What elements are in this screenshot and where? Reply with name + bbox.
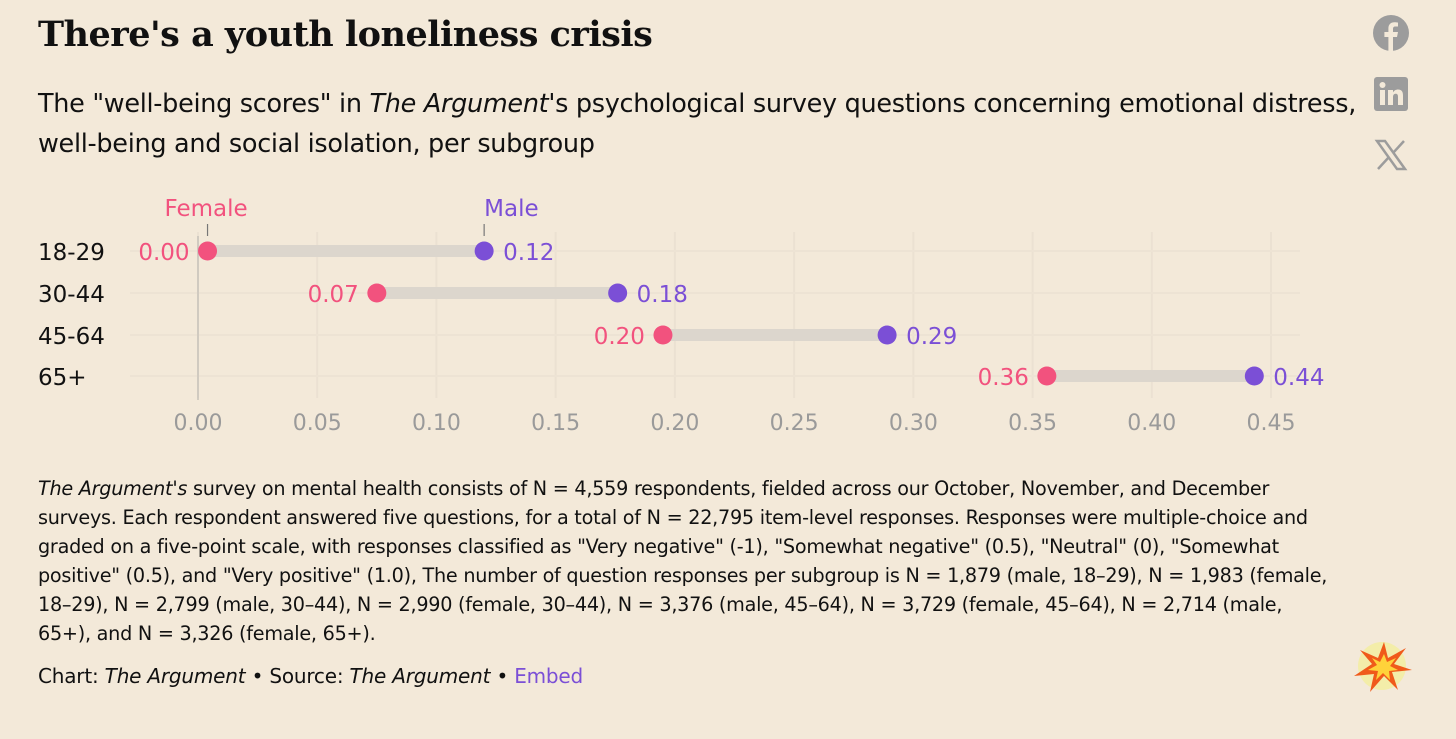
male-value-label: 0.44 (1273, 365, 1324, 391)
x-tick-label: 0.45 (1247, 411, 1296, 436)
credit-chart-source: The Argument (104, 664, 246, 688)
x-icon[interactable] (1372, 136, 1410, 174)
x-tick-label: 0.25 (770, 411, 819, 436)
y-category-label: 18-29 (38, 240, 105, 266)
credit-source: The Argument (349, 664, 491, 688)
female-point (1037, 366, 1057, 386)
legend-female: Female (165, 196, 248, 222)
female-point (653, 325, 673, 345)
embed-link[interactable]: Embed (514, 664, 584, 688)
notes-text: survey on mental health consists of N = … (38, 477, 1328, 645)
chart-title: There's a youth loneliness crisis (38, 14, 653, 55)
female-value-label: 0.00 (138, 240, 189, 266)
male-point (877, 325, 897, 345)
x-tick-label: 0.00 (174, 411, 223, 436)
credit-separator: • (490, 664, 515, 688)
chart-notes: The Argument's survey on mental health c… (38, 474, 1328, 648)
chart-credit: Chart: The Argument • Source: The Argume… (38, 664, 583, 688)
female-point (198, 241, 218, 261)
female-value-label: 0.20 (594, 324, 645, 350)
female-point (367, 283, 387, 303)
male-value-label: 0.29 (906, 324, 957, 350)
y-category-label: 45-64 (38, 324, 105, 350)
legend-male: Male (484, 196, 538, 222)
x-tick-label: 0.35 (1008, 411, 1057, 436)
female-value-label: 0.07 (308, 282, 359, 308)
male-point (608, 283, 628, 303)
starburst-icon (1354, 642, 1412, 692)
chart-subtitle: The "well-being scores" in The Argument'… (38, 84, 1358, 164)
dumbbell-chart: 0.00 0.05 0.10 0.15 0.20 0.25 0.30 0.35 0.40 0.45… (38, 196, 1325, 436)
female-value-label: 0.36 (978, 365, 1029, 391)
linkedin-icon[interactable] (1372, 75, 1410, 113)
subtitle-text: 's psychological survey questions concer… (38, 89, 1357, 159)
x-tick-label: 0.20 (650, 411, 699, 436)
subtitle-text: The "well-being scores" in (38, 89, 370, 119)
y-category-label: 30-44 (38, 282, 105, 308)
male-value-label: 0.12 (503, 240, 554, 266)
male-point (474, 241, 494, 261)
male-value-label: 0.18 (637, 282, 688, 308)
notes-italic: The Argument's (38, 477, 188, 500)
x-tick-label: 0.15 (531, 411, 580, 436)
x-tick-label: 0.05 (293, 411, 342, 436)
male-point (1244, 366, 1264, 386)
x-tick-label: 0.40 (1127, 411, 1176, 436)
subtitle-italic: The Argument (369, 89, 549, 119)
credit-separator: • Source: (245, 664, 350, 688)
facebook-icon[interactable] (1372, 14, 1410, 52)
credit-label: Chart: (38, 664, 105, 688)
y-category-label: 65+ (38, 365, 87, 391)
x-tick-label: 0.10 (412, 411, 461, 436)
x-tick-label: 0.30 (889, 411, 938, 436)
